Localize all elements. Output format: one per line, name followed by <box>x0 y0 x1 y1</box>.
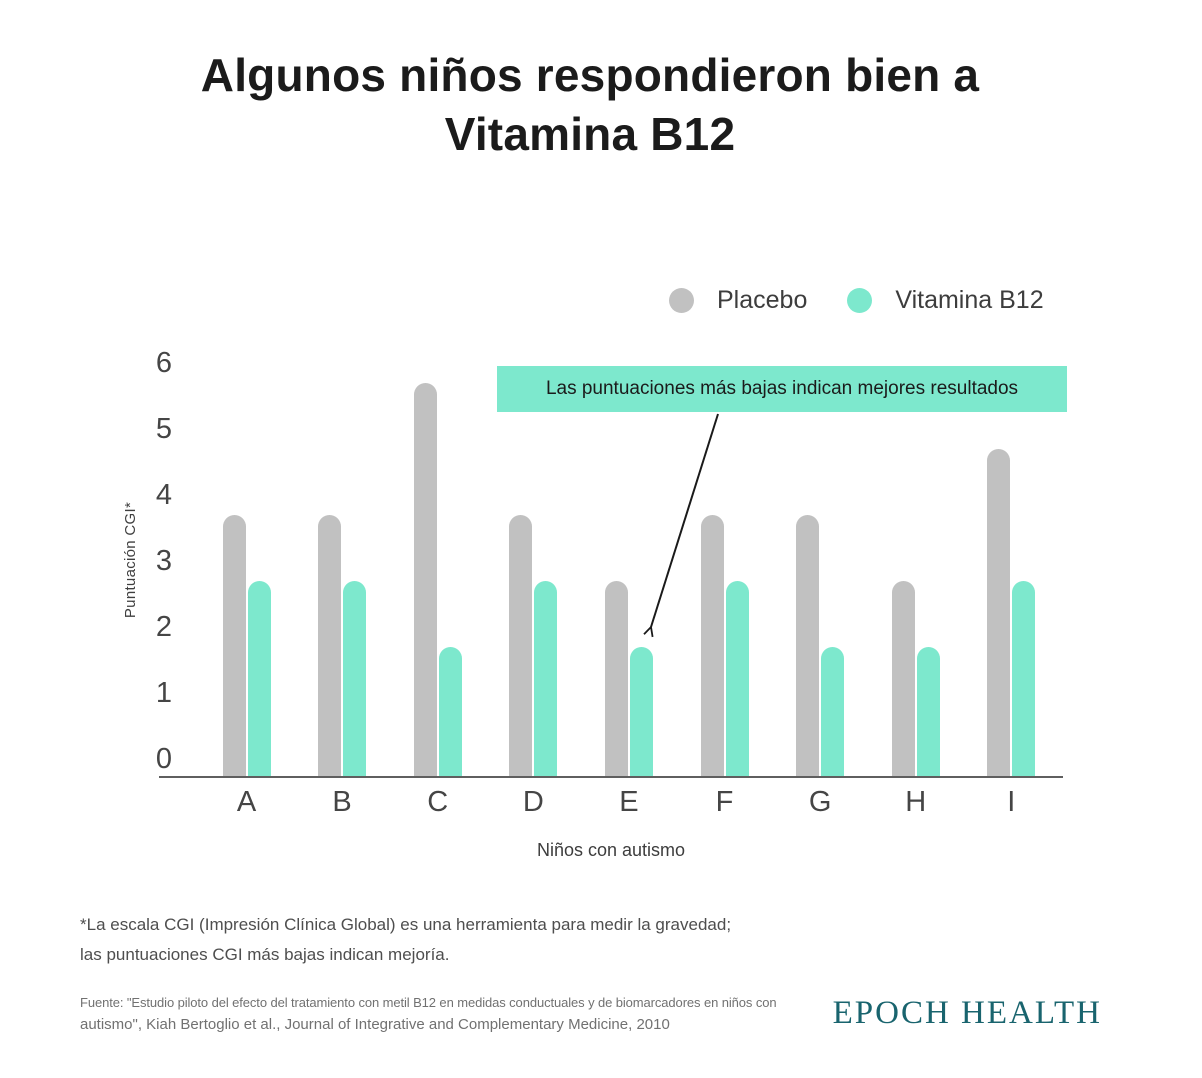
bar-vitamina-b12-I <box>1012 580 1036 776</box>
source-line2: autismo", Kiah Bertoglio et al., Journal… <box>80 1016 670 1033</box>
bar-vitamina-b12-E <box>629 646 653 776</box>
y-tick-label-2: 2 <box>155 611 172 643</box>
legend-swatch-vitamina-b12-icon <box>847 288 873 313</box>
x-tick-label-C: C <box>427 786 449 818</box>
bar-placebo-E <box>604 580 628 776</box>
footnote: *La escala CGI (Impresión Clínica Global… <box>80 910 731 970</box>
bar-vitamina-b12-B <box>343 580 367 776</box>
x-tick-label-H: H <box>905 786 927 818</box>
chart-title: Algunos niños respondieron bien a Vitami… <box>0 46 1180 164</box>
legend-item-vitamina-b12: Vitamina B12 <box>847 286 1044 315</box>
x-tick-label-G: G <box>808 786 832 818</box>
y-tick-label-3: 3 <box>155 545 172 577</box>
chart-legend: Placebo Vitamina B12 <box>669 286 1044 315</box>
bar-vitamina-b12-D <box>534 580 558 776</box>
legend-label-placebo: Placebo <box>717 286 808 314</box>
bar-vitamina-b12-A <box>247 580 271 776</box>
bar-placebo-D <box>509 514 533 776</box>
bar-placebo-C <box>413 382 437 776</box>
bar-placebo-H <box>891 580 915 776</box>
bar-vitamina-b12-C <box>438 646 462 776</box>
x-tick-label-A: A <box>236 786 257 818</box>
bar-placebo-I <box>987 448 1011 776</box>
y-tick-label-5: 5 <box>155 413 172 445</box>
source-citation: Fuente: "Estudio piloto del efecto del t… <box>80 992 777 1037</box>
bar-vitamina-b12-G <box>821 646 845 776</box>
bar-placebo-F <box>700 514 724 776</box>
chart-title-line1: Algunos niños respondieron bien a <box>200 49 980 101</box>
x-tick-label-B: B <box>332 786 352 818</box>
chart-title-line2: Vitamina B12 <box>444 108 736 160</box>
epoch-health-logo: EPOCH HEALTH <box>832 995 1102 1031</box>
footnote-line2: las puntuaciones CGI más bajas indican m… <box>80 945 450 964</box>
legend-item-placebo: Placebo <box>669 286 807 315</box>
legend-swatch-placebo-icon <box>669 288 694 313</box>
footnote-line1: *La escala CGI (Impresión Clínica Global… <box>80 915 732 934</box>
annotation-callout: Las puntuaciones más bajas indican mejor… <box>497 366 1067 412</box>
annotation-text: Las puntuaciones más bajas indican mejor… <box>545 378 1019 399</box>
x-tick-label-F: F <box>715 786 734 818</box>
y-tick-label-0: 0 <box>155 743 172 775</box>
source-line1: Fuente: "Estudio piloto del efecto del t… <box>80 995 777 1010</box>
y-tick-label-1: 1 <box>155 677 172 709</box>
bar-placebo-A <box>222 514 246 776</box>
x-tick-label-I: I <box>1007 786 1016 818</box>
y-tick-label-6: 6 <box>155 347 172 379</box>
x-tick-label-E: E <box>619 786 639 818</box>
bar-vitamina-b12-F <box>725 580 749 776</box>
bar-placebo-B <box>318 514 342 776</box>
bar-placebo-G <box>796 514 820 776</box>
x-axis-title: Niños con autismo <box>536 840 686 860</box>
x-tick-label-D: D <box>522 786 544 818</box>
legend-label-vitamina-b12: Vitamina B12 <box>895 286 1044 314</box>
y-tick-label-4: 4 <box>155 479 172 511</box>
bar-vitamina-b12-H <box>916 646 940 776</box>
x-axis-line <box>159 776 1063 778</box>
